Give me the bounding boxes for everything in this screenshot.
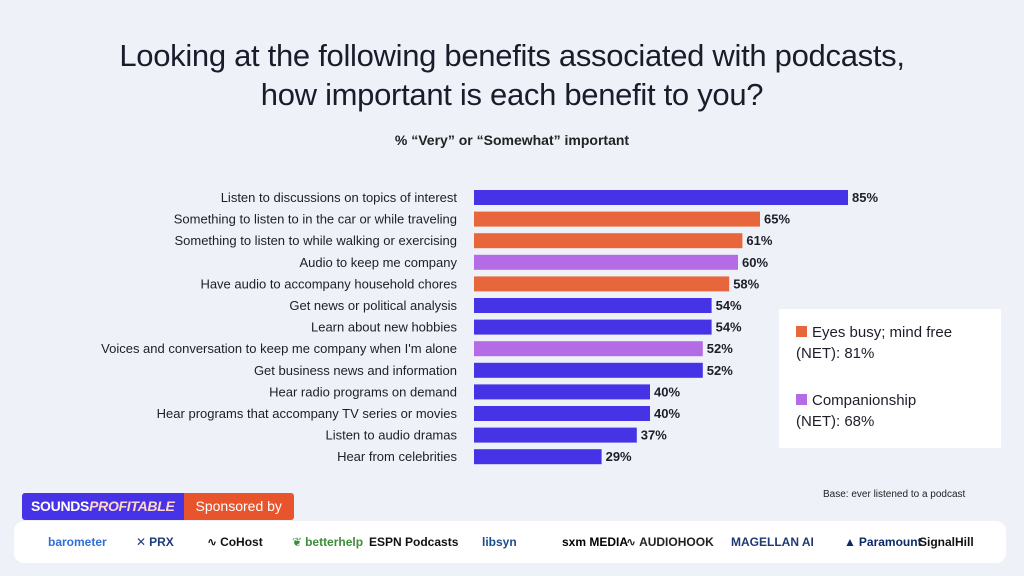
sponsor-name: libsyn (482, 535, 517, 549)
sponsor-logo-strip: barometer ✕ PRX ∿ CoHost ❦ betterhelp ESPN Podc… (14, 521, 1006, 563)
soundwave-icon: ∿ (626, 535, 637, 549)
category-label: Get business news and information (254, 363, 457, 378)
bar (474, 276, 730, 292)
logo-sounds: SOUNDS (31, 498, 90, 514)
legend-swatch-companionship (796, 394, 807, 405)
value-label: 54% (716, 320, 742, 335)
value-label: 40% (654, 384, 680, 399)
chart-title: Looking at the following benefits associ… (0, 36, 1024, 114)
bar (474, 254, 738, 270)
bar (474, 190, 848, 205)
value-label: 37% (641, 428, 667, 443)
value-label: 85% (852, 190, 878, 205)
category-label: Voices and conversation to keep me compa… (101, 341, 457, 356)
sounds-profitable-logo: SOUNDSPROFITABLE (22, 493, 184, 520)
sponsor-name: barometer (48, 535, 107, 549)
base-note: Base: ever listened to a podcast (823, 489, 966, 500)
chart-subtitle: % “Very” or “Somewhat” important (394, 132, 630, 148)
title-line-2: how important is each benefit to you? (260, 77, 764, 112)
soundwave-icon: ∿ (207, 535, 218, 549)
value-label: 52% (707, 341, 733, 356)
sponsor-logo: ESPN Podcasts (369, 521, 458, 563)
leaf-icon: ❦ (292, 535, 303, 549)
category-label: Learn about new hobbies (311, 320, 458, 335)
sponsored-by-label: Sponsored by (183, 493, 294, 520)
bar (474, 362, 703, 378)
prx-x-icon: ✕ (136, 535, 147, 549)
sponsor-logo: ▲ Paramount (844, 521, 922, 563)
sponsor-name: ESPN Podcasts (369, 535, 459, 549)
value-label: 29% (606, 449, 632, 464)
value-label: 54% (716, 298, 742, 313)
legend-net-eyes-busy: (NET): 81% (796, 345, 875, 362)
sponsor-logo: ∿ AUDIOHOOK (626, 521, 714, 563)
legend-label-eyes-busy: Eyes busy; mind free (812, 324, 953, 341)
sponsor-name: MAGELLAN AI (731, 535, 814, 549)
category-label: Audio to keep me company (299, 255, 457, 270)
category-label: Have audio to accompany household chores (200, 276, 457, 291)
bar (474, 406, 650, 421)
legend-item-eyes-busy: Eyes busy; mind free (NET): 81% (796, 322, 952, 364)
value-label: 40% (654, 406, 680, 421)
sponsor-name: SignalHill (919, 535, 974, 549)
mountain-icon: ▲ (844, 535, 856, 549)
value-label: 52% (707, 363, 733, 378)
sponsor-logo: MAGELLAN AI (731, 521, 814, 563)
sponsor-logo: sxm MEDIA (562, 521, 628, 563)
bar (474, 298, 712, 313)
sponsor-name: AUDIOHOOK (639, 535, 714, 549)
category-label: Listen to audio dramas (325, 428, 457, 443)
value-label: 58% (733, 276, 759, 291)
sponsor-name: sxm MEDIA (562, 535, 629, 549)
category-label: Listen to discussions on topics of inter… (221, 190, 458, 205)
legend-item-companionship: Companionship (NET): 68% (796, 390, 916, 432)
legend: Eyes busy; mind free (NET): 81% Companio… (779, 309, 1001, 448)
sponsor-name: Paramount (858, 535, 922, 549)
bar (474, 449, 602, 465)
sponsor-logo: ✕ PRX (136, 521, 174, 563)
sponsor-logo: barometer (48, 521, 107, 563)
sponsor-logo: ∿ CoHost (207, 521, 263, 563)
category-label: Hear programs that accompany TV series o… (157, 406, 458, 421)
legend-net-companionship: (NET): 68% (796, 413, 875, 430)
category-label: Get news or political analysis (289, 298, 457, 313)
value-label: 60% (742, 255, 768, 270)
sponsor-name: PRX (149, 535, 174, 549)
sponsor-name: betterhelp (305, 535, 364, 549)
title-line-1: Looking at the following benefits associ… (119, 38, 905, 73)
sponsor-logo: libsyn (482, 521, 517, 563)
category-label: Something to listen to in the car or whi… (174, 212, 457, 227)
sounds-profitable-banner: SOUNDSPROFITABLE Sponsored by (22, 493, 294, 520)
bar-chart: Listen to discussions on topics of inter… (101, 190, 878, 465)
bar (474, 319, 712, 335)
bar (474, 341, 703, 357)
bar (474, 233, 743, 249)
bar (474, 384, 650, 400)
bar (474, 211, 760, 227)
category-label: Hear from celebrities (337, 449, 457, 464)
legend-label-companionship: Companionship (812, 392, 917, 409)
sponsor-logo: ❦ betterhelp (292, 521, 363, 563)
category-label: Hear radio programs on demand (269, 384, 457, 399)
sponsor-logo: SignalHill (919, 521, 974, 563)
bar (474, 427, 637, 443)
value-label: 65% (764, 212, 790, 227)
value-label: 61% (746, 233, 772, 248)
sponsor-name: CoHost (220, 535, 263, 549)
category-label: Something to listen to while walking or … (174, 233, 457, 248)
legend-swatch-eyes-busy (796, 326, 807, 337)
logo-profitable: PROFITABLE (89, 498, 175, 514)
